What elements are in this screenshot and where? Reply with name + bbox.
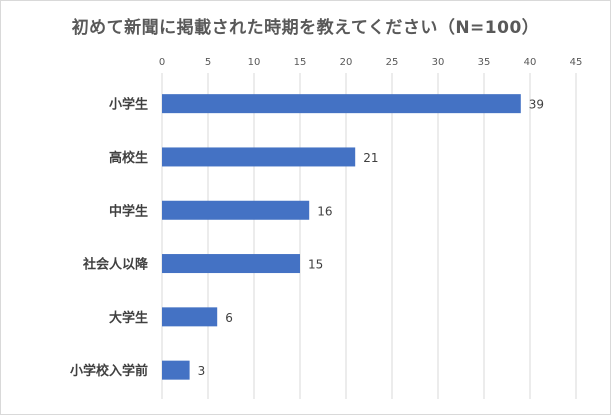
bar [162, 147, 356, 167]
category-label: 小学校入学前 [70, 363, 148, 379]
x-tick-label: 0 [159, 57, 165, 68]
category-label: 社会人以降 [82, 257, 149, 273]
data-label: 15 [308, 258, 323, 272]
x-tick-label: 15 [294, 57, 307, 68]
x-tick-label: 40 [524, 57, 537, 68]
bar [162, 254, 300, 274]
x-tick-label: 20 [340, 57, 353, 68]
bar [162, 94, 521, 114]
data-label: 39 [529, 98, 544, 112]
x-tick-label: 35 [478, 57, 491, 68]
x-tick-label: 10 [248, 57, 261, 68]
x-tick-label: 45 [570, 57, 583, 68]
category-label: 中学生 [109, 203, 148, 219]
category-label: 小学生 [109, 97, 148, 113]
bar [162, 360, 190, 380]
bar [162, 307, 218, 327]
bar [162, 200, 310, 220]
data-label: 16 [317, 204, 332, 218]
chart-title: 初めて新聞に掲載された時期を教えてください（N=100） [71, 18, 540, 38]
category-label: 大学生 [109, 310, 148, 326]
x-tick-label: 30 [432, 57, 445, 68]
category-label: 高校生 [109, 150, 148, 166]
data-label: 6 [225, 311, 233, 325]
x-tick-label: 5 [205, 57, 211, 68]
data-label: 3 [198, 364, 206, 378]
x-tick-label: 25 [386, 57, 399, 68]
data-label: 21 [363, 151, 378, 165]
